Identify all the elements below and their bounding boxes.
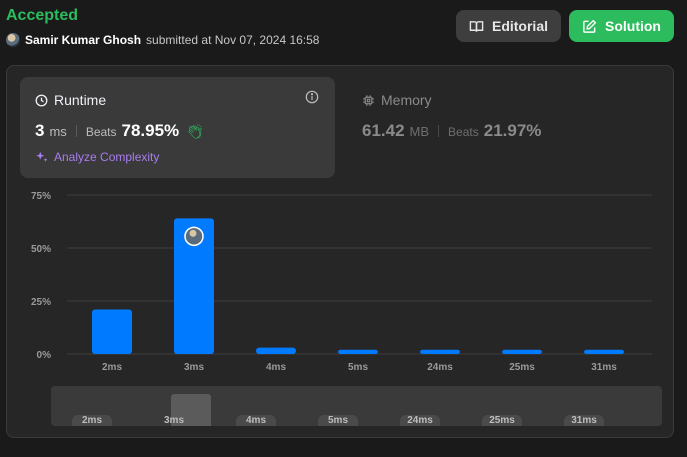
y-tick-label: 0% <box>37 350 52 361</box>
bar-31ms[interactable] <box>584 349 624 354</box>
avatar[interactable] <box>6 33 20 47</box>
x-tick-label: 24ms <box>427 362 453 373</box>
solution-label: Solution <box>605 18 661 34</box>
slider-label-24ms: 24ms <box>400 415 440 426</box>
runtime-beats-label: Beats <box>85 125 117 139</box>
submitter-name[interactable]: Samir Kumar Ghosh <box>25 33 142 47</box>
divider <box>438 125 440 137</box>
book-icon <box>469 20 484 32</box>
x-tick-label: 5ms <box>348 362 368 373</box>
clock-icon <box>35 94 48 106</box>
y-tick-label: 50% <box>31 244 51 255</box>
analyze-complexity-link[interactable]: Analyze Complexity <box>35 150 159 164</box>
memory-metric[interactable]: 61.42 MB Beats 21.97% <box>362 121 541 141</box>
analyze-label: Analyze Complexity <box>54 150 160 164</box>
bar-25ms[interactable] <box>502 349 542 354</box>
edit-icon <box>583 19 597 33</box>
x-tick-label: 4ms <box>266 362 286 373</box>
slider-label-5ms: 5ms <box>318 415 358 426</box>
memory-tab[interactable]: Memory <box>362 92 432 108</box>
runtime-title: Runtime <box>35 92 106 108</box>
runtime-beats-value: 78.95% <box>121 121 180 140</box>
slider-label-2ms: 2ms <box>72 415 112 426</box>
bar-4ms[interactable] <box>256 347 296 354</box>
runtime-value: 3 <box>35 121 45 140</box>
divider <box>75 125 77 137</box>
bar-2ms[interactable] <box>92 309 132 354</box>
memory-title-label: Memory <box>381 92 432 108</box>
slider-handle[interactable] <box>171 394 211 426</box>
bar-24ms[interactable] <box>420 349 460 354</box>
memory-value: 61.42 <box>362 121 405 140</box>
runtime-title-label: Runtime <box>54 92 107 108</box>
clap-icon: 👏︎ <box>186 123 204 139</box>
editorial-label: Editorial <box>491 18 548 34</box>
submission-detail-panel: Runtime 3 ms Beats 78.95% 👏︎ Analyze Com… <box>6 65 674 438</box>
solution-button[interactable]: Solution <box>569 10 674 42</box>
sparkle-icon <box>36 151 48 162</box>
runtime-distribution-chart: 75% 50% 25% 0% 2ms 3ms 4ms 5ms 24ms 25ms 31ms <box>31 191 652 373</box>
bar-5ms[interactable] <box>338 349 378 354</box>
range-slider[interactable]: 2ms 3ms 4ms 5ms 24ms 25ms 31ms <box>51 386 662 426</box>
x-tick-label: 31ms <box>591 362 617 373</box>
memory-beats-value: 21.97% <box>483 121 542 140</box>
runtime-card[interactable]: Runtime 3 ms Beats 78.95% 👏︎ Analyze Com… <box>20 77 335 178</box>
submission-info: Samir Kumar Ghosh submitted at Nov 07, 2… <box>6 33 319 47</box>
status-accepted: Accepted <box>6 7 79 24</box>
your-submission-avatar <box>184 226 204 247</box>
editorial-button[interactable]: Editorial <box>456 10 561 42</box>
slider-label-3ms: 3ms <box>163 415 184 426</box>
memory-beats-label: Beats <box>448 125 479 139</box>
slider-label-4ms: 4ms <box>236 415 276 426</box>
slider-label-25ms: 25ms <box>482 415 522 426</box>
chip-icon <box>363 94 374 106</box>
x-tick-label: 25ms <box>509 362 535 373</box>
runtime-metric: 3 ms Beats 78.95% 👏︎ <box>35 121 204 141</box>
bar-3ms[interactable] <box>174 218 214 354</box>
y-tick-label: 25% <box>31 297 51 308</box>
y-tick-label: 75% <box>31 191 51 202</box>
memory-unit: MB <box>409 124 430 139</box>
slider-label-31ms: 31ms <box>564 415 604 426</box>
runtime-unit: ms <box>49 124 67 139</box>
x-tick-label: 2ms <box>102 362 122 373</box>
submitted-time: submitted at Nov 07, 2024 16:58 <box>146 33 320 47</box>
info-icon[interactable] <box>305 90 319 104</box>
x-tick-label: 3ms <box>184 362 204 373</box>
